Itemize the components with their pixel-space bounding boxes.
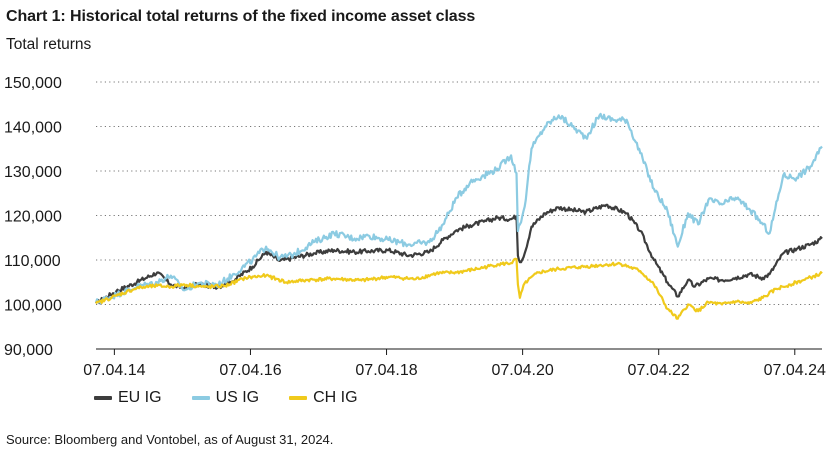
legend-label-eu-ig: EU IG xyxy=(118,389,162,406)
legend-item-ch-ig: CH IG xyxy=(289,389,358,407)
legend-label-ch-ig: CH IG xyxy=(313,389,358,406)
legend-item-eu-ig: EU IG xyxy=(94,389,162,407)
x-tick-label: 07.04.14 xyxy=(83,362,145,379)
chart-title: Chart 1: Historical total returns of the… xyxy=(6,8,476,25)
y-tick-label: 150,000 xyxy=(4,75,62,92)
x-tick-label: 07.04.18 xyxy=(355,362,417,379)
legend-item-us-ig: US IG xyxy=(191,389,260,407)
x-tick-label: 07.04.16 xyxy=(219,362,281,379)
series-line-eu-ig xyxy=(95,203,823,305)
x-tick-label: 07.04.24 xyxy=(764,362,826,379)
y-tick-label: 130,000 xyxy=(4,164,62,181)
legend-swatch-ch-ig xyxy=(289,396,308,400)
y-tick-label: 100,000 xyxy=(4,298,62,315)
y-axis-label: Total returns xyxy=(6,36,92,53)
legend-swatch-eu-ig xyxy=(94,396,112,400)
y-tick-label: 120,000 xyxy=(4,209,62,226)
legend-label-us-ig: US IG xyxy=(215,389,260,406)
legend-swatch-us-ig xyxy=(191,396,210,400)
x-tick-label: 07.04.20 xyxy=(491,362,553,379)
x-tick-label: 07.04.22 xyxy=(628,362,690,379)
legend: EU IG US IG CH IG xyxy=(94,389,388,407)
series-line-us-ig xyxy=(94,112,823,305)
y-tick-label: 90,000 xyxy=(4,342,53,359)
source-note: Source: Bloomberg and Vontobel, as of Au… xyxy=(6,432,334,447)
y-tick-label: 110,000 xyxy=(4,253,61,270)
series-line-ch-ig xyxy=(95,257,823,320)
y-tick-label: 140,000 xyxy=(4,120,62,137)
